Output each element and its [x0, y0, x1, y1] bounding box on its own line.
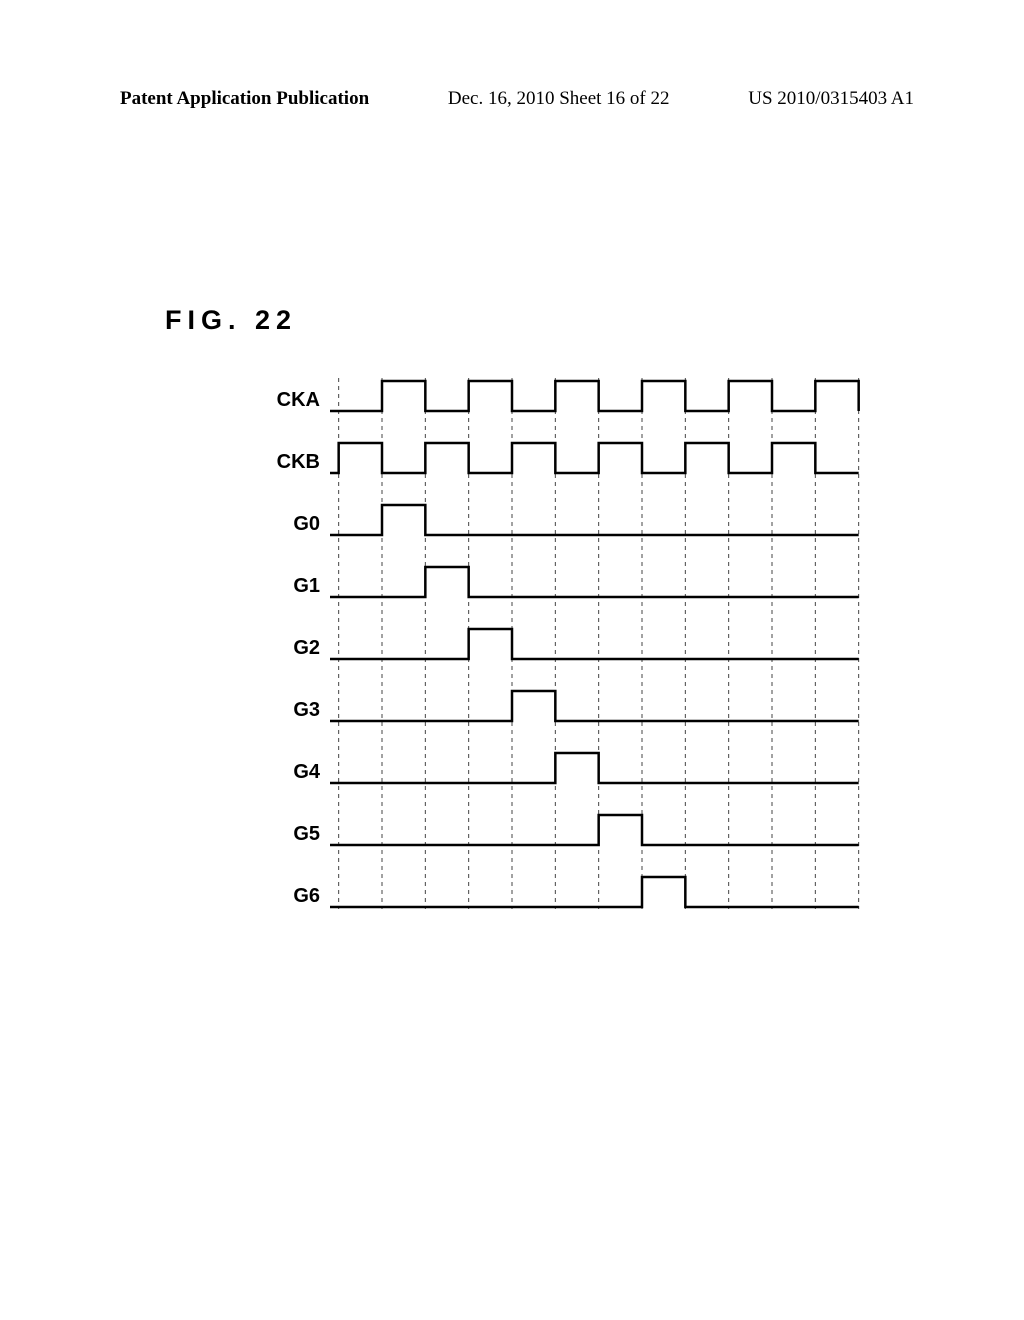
signal-label: G6 [293, 885, 320, 908]
signal-label: G1 [293, 575, 320, 598]
signal-label: G2 [293, 637, 320, 660]
signal-wave [330, 443, 859, 473]
figure-label: FIG. 22 [165, 305, 297, 336]
header-right: US 2010/0315403 A1 [748, 88, 914, 110]
signal-label: G3 [293, 699, 320, 722]
timing-diagram: CKA CKB G0 G1 G2 G3 G4 G5 G6 [220, 375, 860, 953]
signal-wave [330, 381, 859, 411]
signal-wave [330, 815, 859, 845]
signal-wave [330, 567, 859, 597]
signal-wave [330, 691, 859, 721]
signal-wave [330, 877, 859, 907]
header-center: Dec. 16, 2010 Sheet 16 of 22 [448, 88, 670, 110]
signal-label: G4 [293, 761, 320, 784]
signal-wave [330, 505, 859, 535]
signal-wave [330, 753, 859, 783]
signal-label: CKB [277, 451, 320, 474]
signal-label: CKA [277, 389, 320, 412]
page-header: Patent Application Publication Dec. 16, … [0, 88, 1024, 110]
header-left: Patent Application Publication [120, 88, 369, 110]
signal-label: G5 [293, 823, 320, 846]
signal-wave [330, 629, 859, 659]
signal-label: G0 [293, 513, 320, 536]
